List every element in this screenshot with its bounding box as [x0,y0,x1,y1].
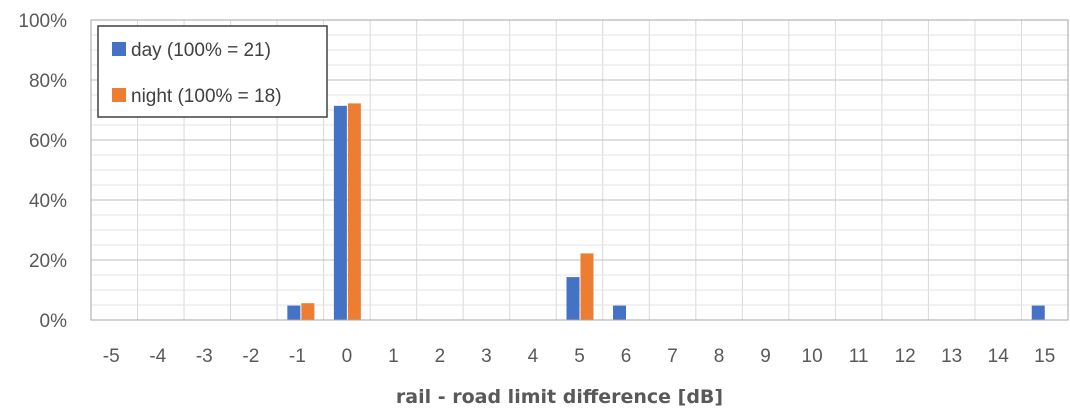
x-tick-label: 2 [435,346,446,367]
legend-swatch-night [112,88,126,102]
x-tick-label: 1 [388,346,399,367]
x-tick-label: 0 [342,346,353,367]
x-axis-title: rail - road limit difference [dB] [396,386,723,408]
axes [90,19,1069,321]
legend-swatch-day [112,42,126,56]
y-tick-labels: 0% 20% 40% 60% 80% 100% [18,11,67,332]
x-tick-label: 7 [667,346,678,367]
bar-night--1 [301,303,315,320]
y-tick-label: 60% [29,131,67,152]
x-tick-label: 13 [941,346,962,367]
x-tick-label: -4 [149,346,166,367]
x-tick-labels: -5 -4 -3 -2 -1 0 1 2 3 4 5 6 7 8 9 10 11 12 13 14 15 [103,346,1055,367]
legend: day (100% = 21) night (100% = 18) [97,25,328,118]
x-tick-label: 10 [802,346,823,367]
x-tick-label: -3 [196,346,213,367]
x-tick-label: 15 [1034,346,1055,367]
x-tick-label: 12 [895,346,916,367]
x-tick-label: -5 [103,346,120,367]
y-tick-label: 100% [18,11,67,32]
bar-day--1 [287,305,301,320]
legend-box [97,25,328,118]
y-tick-label: 80% [29,71,67,92]
bar-day-5 [566,277,580,320]
x-tick-label: 11 [849,346,869,367]
bar-day-0 [333,105,347,320]
x-tick-label: 4 [528,346,539,367]
legend-label-night: night (100% = 18) [131,86,282,107]
y-tick-label: 20% [29,251,67,272]
bar-night-0 [347,103,361,321]
x-tick-label: 5 [574,346,585,367]
x-tick-label: 3 [481,346,492,367]
plot-area-border [90,19,1069,321]
x-tick-label: -2 [242,346,259,367]
bars [287,103,1045,321]
x-tick-label: -1 [289,346,306,367]
bar-night-5 [580,253,594,320]
x-tick-label: 8 [714,346,725,367]
y-tick-label: 0% [40,311,68,332]
x-tick-label: 6 [621,346,632,367]
bar-day-15 [1031,305,1045,320]
x-tick-label: 14 [988,346,1010,367]
y-tick-label: 40% [29,191,67,212]
bar-day-6 [613,305,627,320]
legend-label-day: day (100% = 21) [131,40,271,61]
x-tick-label: 9 [760,346,771,367]
